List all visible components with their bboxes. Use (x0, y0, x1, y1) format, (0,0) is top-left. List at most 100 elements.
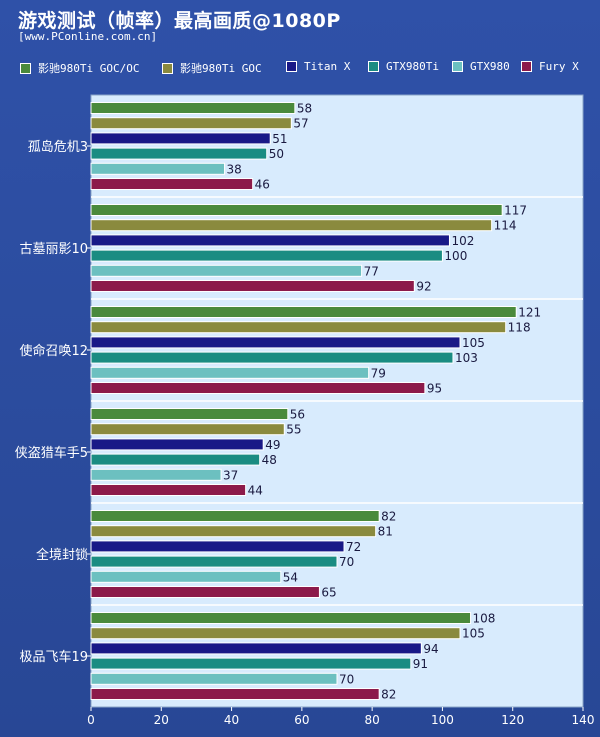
bar (90, 453, 261, 466)
bar (90, 280, 415, 292)
bar-value-label: 94 (423, 642, 438, 656)
bar (90, 321, 507, 334)
bar (90, 204, 503, 216)
x-tick-label: 40 (224, 713, 239, 727)
category-label: 古墓丽影10 (19, 242, 88, 257)
legend: 影驰980Ti GOC/OC 影驰980Ti GOC Titan X GTX98… (0, 60, 600, 78)
bar-value-label: 100 (444, 249, 467, 263)
bar (90, 132, 271, 145)
bar-value-label: 51 (272, 132, 287, 146)
bar-value-label: 38 (227, 162, 242, 176)
bar-value-label: 54 (283, 570, 298, 584)
legend-item-2: Titan X (286, 60, 350, 73)
bar (90, 382, 426, 394)
bar (90, 688, 380, 700)
bar-value-label: 58 (297, 102, 312, 116)
legend-item-1: 影驰980Ti GOC (162, 60, 262, 76)
bar (90, 468, 222, 481)
bar (90, 510, 380, 522)
bar (90, 219, 493, 232)
category-label: 极品飞车19 (19, 649, 88, 665)
bar-value-label: 57 (293, 117, 308, 131)
category-label: 全境封锁 (36, 547, 88, 563)
bar-value-label: 82 (381, 510, 396, 524)
legend-item-4: GTX980 (452, 60, 510, 73)
bar-value-label: 70 (339, 555, 354, 569)
bar (90, 249, 443, 262)
bar (90, 484, 247, 496)
category-label: 使命召唤12 (19, 343, 88, 359)
legend-swatch-2 (286, 61, 297, 72)
x-tick-label: 20 (154, 713, 169, 727)
bar (90, 423, 285, 436)
bar (90, 351, 454, 364)
bar-value-label: 92 (416, 280, 431, 294)
legend-swatch-0 (20, 62, 31, 74)
legend-label-4: GTX980 (470, 60, 510, 73)
bar (90, 117, 292, 130)
bar-value-label: 103 (455, 351, 478, 365)
bar (90, 102, 296, 114)
x-tick-label: 60 (294, 713, 309, 727)
bar-value-label: 118 (508, 321, 531, 335)
bar (90, 525, 377, 538)
bar (90, 234, 450, 247)
bar (90, 438, 264, 451)
bar (90, 612, 472, 624)
bar-value-label: 56 (290, 408, 305, 422)
chart-subtitle: [www.PConline.com.cn] (18, 30, 158, 43)
bar-value-label: 82 (381, 688, 396, 702)
bar (90, 555, 338, 568)
bar-value-label: 114 (494, 219, 517, 233)
legend-label-3: GTX980Ti (386, 60, 439, 73)
bar-value-label: 105 (462, 336, 485, 350)
bar-value-label: 70 (339, 672, 354, 686)
bar-value-label: 44 (248, 484, 263, 498)
bar (90, 264, 363, 277)
bar-value-label: 55 (286, 423, 301, 437)
x-tick-label: 120 (501, 713, 524, 727)
category-label: 侠盗猎车手5 (15, 445, 88, 461)
x-tick-label: 140 (572, 713, 595, 727)
bar (90, 147, 268, 160)
legend-label-0: 影驰980Ti GOC/OC (38, 62, 140, 75)
legend-item-0: 影驰980Ti GOC/OC (20, 60, 139, 76)
bar-value-label: 81 (378, 525, 393, 539)
legend-swatch-5 (521, 61, 532, 72)
bar (90, 657, 412, 670)
legend-swatch-3 (368, 61, 379, 72)
bar-value-label: 77 (364, 264, 379, 278)
bar (90, 627, 461, 640)
bar (90, 642, 422, 655)
bar (90, 366, 370, 379)
bar (90, 540, 345, 553)
bar (90, 586, 320, 598)
bar-value-label: 65 (321, 586, 336, 600)
bar (90, 672, 338, 685)
category-label: 孤岛危机3 (28, 139, 88, 155)
bar (90, 336, 461, 349)
bar-value-label: 48 (262, 453, 277, 467)
bar-value-label: 72 (346, 540, 361, 554)
x-tick-label: 80 (365, 713, 380, 727)
bar (90, 408, 289, 420)
bar-value-label: 46 (255, 178, 270, 192)
bar (90, 306, 517, 318)
bar-value-label: 102 (451, 234, 474, 248)
legend-item-5: Fury X (521, 60, 579, 73)
bar (90, 178, 254, 190)
bar-value-label: 121 (518, 306, 541, 320)
bar (90, 570, 282, 583)
x-tick-label: 100 (431, 713, 454, 727)
bar-value-label: 105 (462, 627, 485, 641)
bar-value-label: 91 (413, 657, 428, 671)
legend-label-2: Titan X (304, 60, 351, 73)
legend-label-5: Fury X (539, 60, 579, 73)
chart-title: 游戏测试（帧率）最高画质@1080P (18, 10, 341, 32)
bar-value-label: 49 (265, 438, 280, 452)
bar-value-label: 108 (473, 612, 496, 626)
legend-swatch-4 (452, 61, 463, 72)
bar-value-label: 50 (269, 147, 284, 161)
